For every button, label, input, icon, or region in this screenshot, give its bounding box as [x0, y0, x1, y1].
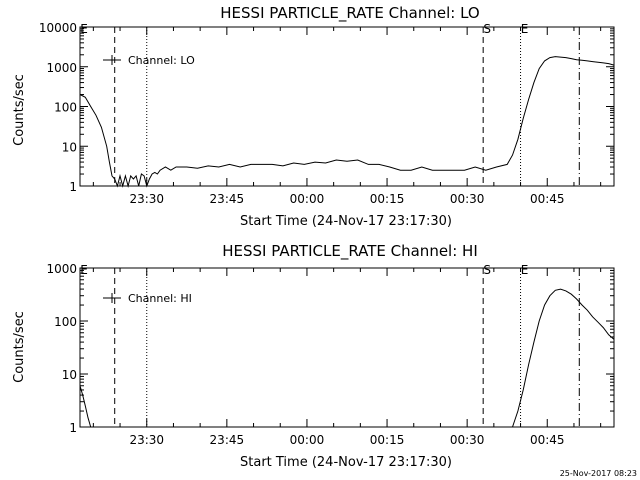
- x-tick-label-lo: 00:00: [290, 192, 325, 206]
- y-tick-label-lo: 1: [69, 180, 77, 194]
- marker-label-hi: E: [521, 263, 529, 277]
- x-tick-label-hi: 00:30: [450, 433, 485, 447]
- marker-label-hi: S: [483, 263, 491, 277]
- legend-label-lo: Channel: LO: [128, 54, 195, 67]
- y-tick-label-hi: 10: [62, 368, 77, 382]
- x-tick-label-lo: 00:30: [450, 192, 485, 206]
- x-tick-label-lo: 23:45: [210, 192, 245, 206]
- marker-label-lo: S: [483, 22, 491, 36]
- x-tick-label-hi: 00:45: [530, 433, 565, 447]
- marker-label-lo: E: [521, 22, 529, 36]
- x-axis-label-lo: Start Time (24-Nov-17 23:17:30): [240, 214, 452, 229]
- x-tick-label-lo: 00:45: [530, 192, 565, 206]
- x-tick-label-hi: 00:00: [290, 433, 325, 447]
- x-tick-label-lo: 00:15: [370, 192, 405, 206]
- x-axis-label-hi: Start Time (24-Nov-17 23:17:30): [240, 455, 452, 470]
- series-line-hi: [79, 288, 615, 428]
- plot-frame-lo: [79, 26, 615, 187]
- series-line-lo: [79, 56, 615, 188]
- y-axis-label-hi: Counts/sec: [12, 311, 27, 383]
- y-tick-label-lo: 10: [62, 140, 77, 154]
- y-tick-label-lo: 100: [54, 101, 77, 115]
- chart-channel-lo: HESSI PARTICLE_RATE Channel: LO Channel:…: [12, 4, 615, 229]
- y-tick-label-lo: 1000: [46, 61, 77, 75]
- marker-label-hi: E: [80, 263, 88, 277]
- y-tick-label-lo: 10000: [39, 21, 77, 35]
- y-tick-label-hi: 100: [54, 315, 77, 329]
- x-tick-label-hi: 23:45: [210, 433, 245, 447]
- chart-title-lo: HESSI PARTICLE_RATE Channel: LO: [220, 4, 479, 23]
- y-tick-label-hi: 1000: [46, 262, 77, 276]
- y-axis-label-lo: Counts/sec: [12, 74, 27, 146]
- footer-timestamp: 25-Nov-2017 08:23: [560, 469, 637, 478]
- x-tick-label-lo: 23:30: [129, 192, 164, 206]
- marker-label-lo: E: [80, 22, 88, 36]
- legend-lo: Channel: LO: [103, 54, 195, 67]
- chart-channel-hi: HESSI PARTICLE_RATE Channel: HI Channel:…: [12, 242, 615, 470]
- x-tick-label-hi: 23:30: [129, 433, 164, 447]
- y-tick-label-hi: 1: [69, 421, 77, 435]
- legend-hi: Channel: HI: [103, 292, 192, 305]
- legend-label-hi: Channel: HI: [128, 292, 192, 305]
- x-tick-label-hi: 00:15: [370, 433, 405, 447]
- chart-title-hi: HESSI PARTICLE_RATE Channel: HI: [222, 242, 478, 261]
